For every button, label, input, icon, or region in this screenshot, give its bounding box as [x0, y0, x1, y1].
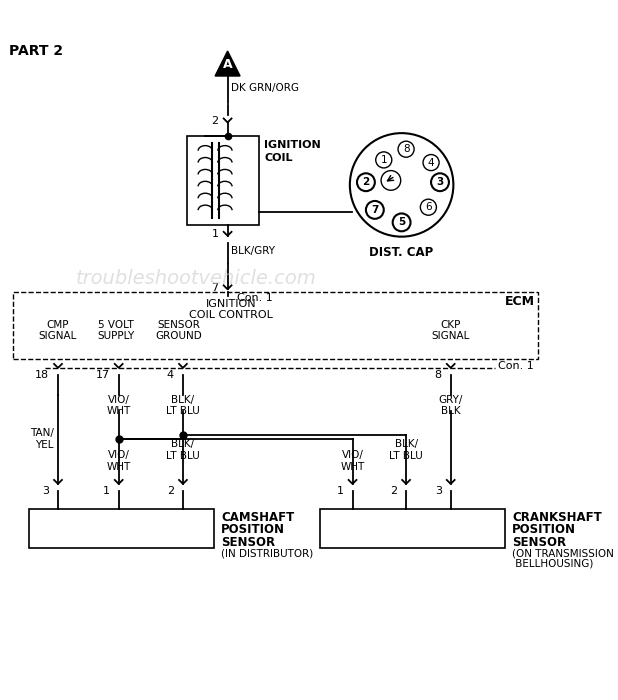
Text: Con. 1: Con. 1: [498, 361, 534, 371]
Text: 2: 2: [390, 486, 397, 496]
Text: VIO/
WHT: VIO/ WHT: [106, 450, 131, 472]
Text: DIST. CAP: DIST. CAP: [370, 246, 434, 258]
Text: 4: 4: [167, 370, 174, 379]
Text: 1: 1: [211, 229, 219, 239]
Text: 7: 7: [211, 283, 219, 293]
Text: CMP
SIGNAL: CMP SIGNAL: [39, 320, 77, 341]
Text: (ON TRANSMISSION: (ON TRANSMISSION: [512, 548, 614, 558]
Text: DK GRN/ORG: DK GRN/ORG: [231, 83, 299, 93]
Text: BLK/
LT BLU: BLK/ LT BLU: [166, 395, 200, 416]
Text: IGNITION: IGNITION: [264, 140, 321, 150]
Text: COIL CONTROL: COIL CONTROL: [189, 310, 273, 320]
Text: 2: 2: [211, 116, 219, 125]
Text: BLK/
LT BLU: BLK/ LT BLU: [389, 439, 423, 461]
Text: GRY/
BLK: GRY/ BLK: [439, 395, 463, 416]
Text: 3: 3: [435, 486, 442, 496]
Bar: [14, 292, 538, 359]
Bar: [320, 509, 505, 548]
Bar: [187, 136, 259, 225]
Text: PART 2: PART 2: [9, 44, 63, 58]
Text: SENSOR: SENSOR: [512, 536, 567, 549]
Text: (IN DISTRIBUTOR): (IN DISTRIBUTOR): [221, 548, 313, 558]
Text: IGNITION: IGNITION: [206, 299, 256, 309]
Text: CRANKSHAFT: CRANKSHAFT: [512, 510, 602, 524]
Text: SENSOR: SENSOR: [221, 536, 276, 549]
Text: VIO/
WHT: VIO/ WHT: [106, 395, 131, 416]
Text: troubleshootvehicle.com: troubleshootvehicle.com: [76, 269, 316, 288]
Text: SENSOR
GROUND: SENSOR GROUND: [155, 320, 202, 341]
Text: 6: 6: [425, 202, 432, 212]
Text: 7: 7: [371, 205, 379, 215]
Text: VIO/
WHT: VIO/ WHT: [341, 450, 365, 472]
Text: 17: 17: [96, 370, 110, 379]
Polygon shape: [215, 51, 240, 76]
Text: CKP
SIGNAL: CKP SIGNAL: [431, 320, 470, 341]
Text: 3: 3: [436, 177, 444, 187]
Text: 18: 18: [35, 370, 49, 379]
Text: 4: 4: [428, 158, 434, 167]
Text: POSITION: POSITION: [221, 523, 286, 536]
Text: 1: 1: [381, 155, 387, 165]
Text: A: A: [222, 58, 232, 71]
Text: 8: 8: [403, 144, 409, 154]
Bar: [28, 509, 214, 548]
Text: 8: 8: [434, 370, 442, 379]
Text: 5 VOLT
SUPPLY: 5 VOLT SUPPLY: [98, 320, 135, 341]
Text: 3: 3: [42, 486, 49, 496]
Text: 2: 2: [362, 177, 370, 187]
Text: 5: 5: [398, 218, 405, 228]
Text: 2: 2: [167, 486, 174, 496]
Text: POSITION: POSITION: [512, 523, 576, 536]
Text: COIL: COIL: [264, 153, 293, 163]
Text: 1: 1: [103, 486, 110, 496]
Text: Con. 1: Con. 1: [237, 293, 273, 303]
Text: BELLHOUSING): BELLHOUSING): [512, 559, 594, 569]
Text: BLK/
LT BLU: BLK/ LT BLU: [166, 439, 200, 461]
Text: ECM: ECM: [504, 295, 535, 308]
Text: TAN/
YEL: TAN/ YEL: [30, 428, 54, 450]
Text: 1: 1: [337, 486, 344, 496]
Text: CAMSHAFT: CAMSHAFT: [221, 510, 295, 524]
Text: BLK/GRY: BLK/GRY: [231, 246, 275, 256]
